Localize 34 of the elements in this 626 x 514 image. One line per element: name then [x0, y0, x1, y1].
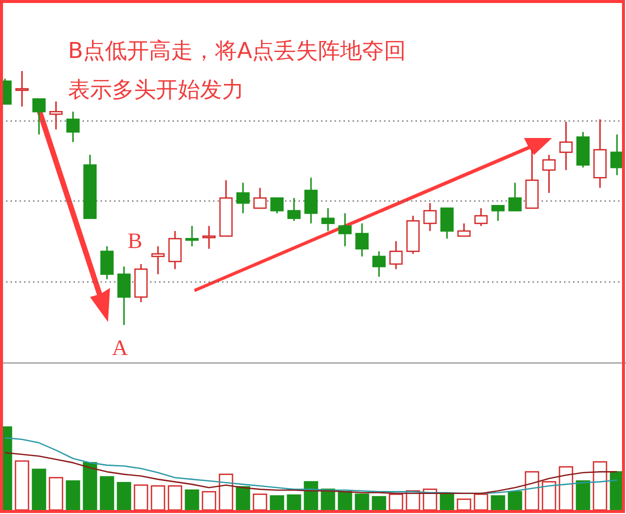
bar — [388, 494, 404, 511]
bar — [168, 485, 182, 511]
bar — [354, 494, 370, 511]
bar — [474, 494, 488, 511]
bar — [286, 494, 302, 511]
text: A — [112, 335, 128, 360]
bar — [82, 462, 98, 511]
bar — [456, 498, 472, 511]
bar — [338, 491, 352, 511]
bar — [66, 480, 80, 511]
bar — [48, 476, 64, 511]
chart-subtitle: 表示多头开始发力 — [68, 78, 244, 103]
bar — [14, 460, 30, 511]
bar — [524, 471, 540, 511]
bar — [576, 480, 590, 511]
chart-title: B点低开高走，将A点丢失阵地夺回 — [68, 39, 406, 64]
bar — [134, 484, 148, 511]
bar — [150, 485, 166, 511]
bar — [372, 496, 386, 511]
bar — [558, 466, 574, 511]
bar — [218, 474, 234, 511]
bar — [490, 495, 506, 511]
bar — [184, 489, 200, 511]
bar — [252, 494, 268, 511]
bar — [202, 491, 216, 511]
bar — [542, 481, 556, 511]
bar — [236, 486, 250, 511]
bar — [270, 495, 284, 511]
bar — [116, 482, 132, 511]
bar — [100, 476, 114, 511]
bar — [508, 491, 522, 511]
annotation: B — [128, 228, 142, 253]
bar — [592, 461, 608, 511]
bar — [32, 468, 46, 511]
